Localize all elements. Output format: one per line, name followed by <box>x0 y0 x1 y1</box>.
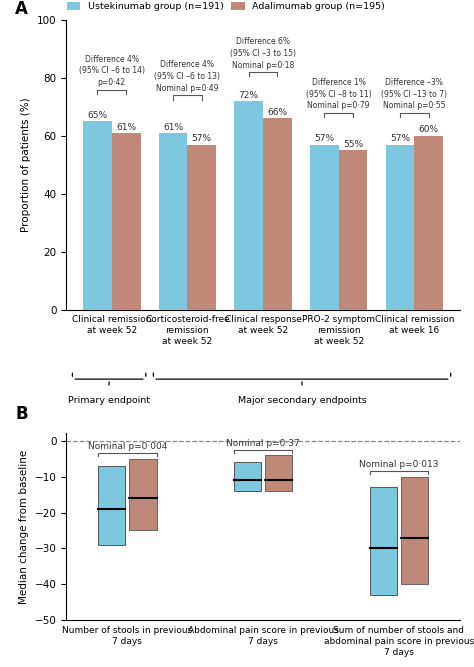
Bar <box>401 477 428 584</box>
Text: A: A <box>15 0 28 18</box>
Text: Nominal p=0·013: Nominal p=0·013 <box>359 460 438 470</box>
Bar <box>339 150 367 309</box>
Text: 61%: 61% <box>163 123 183 131</box>
Bar <box>129 459 156 530</box>
Bar <box>159 133 187 309</box>
Text: 57%: 57% <box>390 134 410 143</box>
Bar <box>83 121 112 309</box>
Bar <box>234 101 263 309</box>
Text: Major secondary endpoints: Major secondary endpoints <box>237 396 366 406</box>
Text: Difference –3%
(95% CI –13 to 7)
Nominal p=0·55: Difference –3% (95% CI –13 to 7) Nominal… <box>382 78 447 110</box>
Text: 60%: 60% <box>419 125 439 134</box>
Text: 57%: 57% <box>191 134 212 143</box>
Bar <box>187 145 216 309</box>
Text: 66%: 66% <box>267 108 288 117</box>
Bar <box>263 119 292 309</box>
Bar <box>310 145 339 309</box>
Y-axis label: Median change from baseline: Median change from baseline <box>19 450 29 604</box>
Text: 65%: 65% <box>87 111 108 120</box>
Bar <box>234 462 261 491</box>
Y-axis label: Proportion of patients (%): Proportion of patients (%) <box>21 97 31 232</box>
Bar <box>370 488 397 595</box>
Text: 57%: 57% <box>314 134 335 143</box>
Text: 55%: 55% <box>343 140 363 149</box>
Bar <box>414 136 443 309</box>
Text: 61%: 61% <box>116 123 136 131</box>
Text: Difference 6%
(95% CI –3 to 15)
Nominal p=0·18: Difference 6% (95% CI –3 to 15) Nominal … <box>230 37 296 70</box>
Text: Nominal p=0·004: Nominal p=0·004 <box>88 442 167 452</box>
Text: Nominal p=0·37: Nominal p=0·37 <box>226 439 300 448</box>
Bar <box>386 145 414 309</box>
Text: Difference 4%
(95% CI –6 to 14)
p=0·42: Difference 4% (95% CI –6 to 14) p=0·42 <box>79 55 145 87</box>
Text: Difference 1%
(95% CI –8 to 11)
Nominal p=0·79: Difference 1% (95% CI –8 to 11) Nominal … <box>306 78 372 110</box>
Text: B: B <box>15 404 28 422</box>
Text: Primary endpoint: Primary endpoint <box>68 396 150 406</box>
Text: Difference 4%
(95% CI –6 to 13)
Nominal p=0·49: Difference 4% (95% CI –6 to 13) Nominal … <box>155 61 220 93</box>
Text: 72%: 72% <box>239 91 259 99</box>
Legend: Ustekinumab group (n=191), Adalimumab group (n=195): Ustekinumab group (n=191), Adalimumab gr… <box>67 1 385 11</box>
Bar <box>98 466 125 545</box>
Bar <box>112 133 140 309</box>
Bar <box>265 455 292 491</box>
